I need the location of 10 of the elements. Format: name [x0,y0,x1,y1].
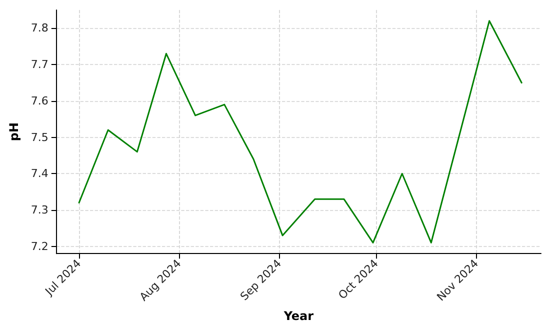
y-tick-label: 7.5 [30,130,48,144]
y-tick-label: 7.7 [30,58,48,72]
y-tick-label: 7.6 [30,94,48,108]
x-axis-title: Year [282,309,314,323]
y-tick-label: 7.8 [30,22,48,35]
y-tick-label: 7.3 [30,204,48,216]
y-axis-title: pH [7,122,21,142]
line-series [78,20,522,244]
y-tick-label: 7.4 [30,167,48,180]
y-tick-label: 7.2 [30,240,48,253]
